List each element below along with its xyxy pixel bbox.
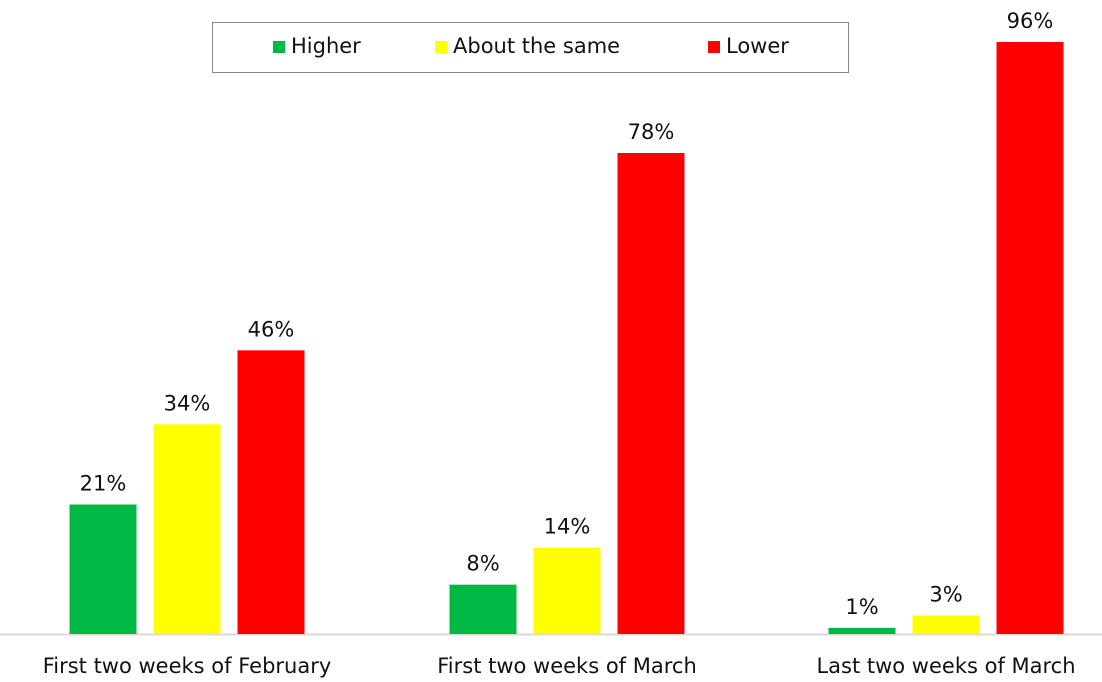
value-label: 34%: [164, 391, 211, 415]
bar: [912, 615, 980, 634]
legend-label: Lower: [726, 34, 789, 58]
legend-label: About the same: [453, 34, 620, 58]
legend-swatch: [435, 41, 447, 53]
legend-swatch: [708, 41, 720, 53]
value-label: 1%: [845, 595, 878, 619]
bar: [996, 42, 1064, 634]
value-label: 14%: [544, 515, 591, 539]
x-tick-label: First two weeks of March: [437, 654, 697, 678]
bar: [237, 350, 305, 634]
legend-label: Higher: [291, 34, 361, 58]
bar: [828, 627, 896, 634]
x-tick-label: Last two weeks of March: [816, 654, 1075, 678]
x-tick-label: First two weeks of February: [43, 654, 332, 678]
value-label: 46%: [248, 317, 295, 341]
value-label: 21%: [80, 472, 127, 496]
value-label: 96%: [1007, 9, 1054, 33]
legend-swatch: [273, 41, 285, 53]
value-label: 3%: [929, 583, 962, 607]
bar: [69, 504, 137, 634]
bar: [617, 153, 685, 634]
value-label: 8%: [466, 552, 499, 576]
legend-box: [212, 22, 849, 73]
value-label: 78%: [628, 120, 675, 144]
bar: [153, 424, 221, 634]
bar: [449, 584, 517, 634]
bar: [533, 547, 601, 634]
